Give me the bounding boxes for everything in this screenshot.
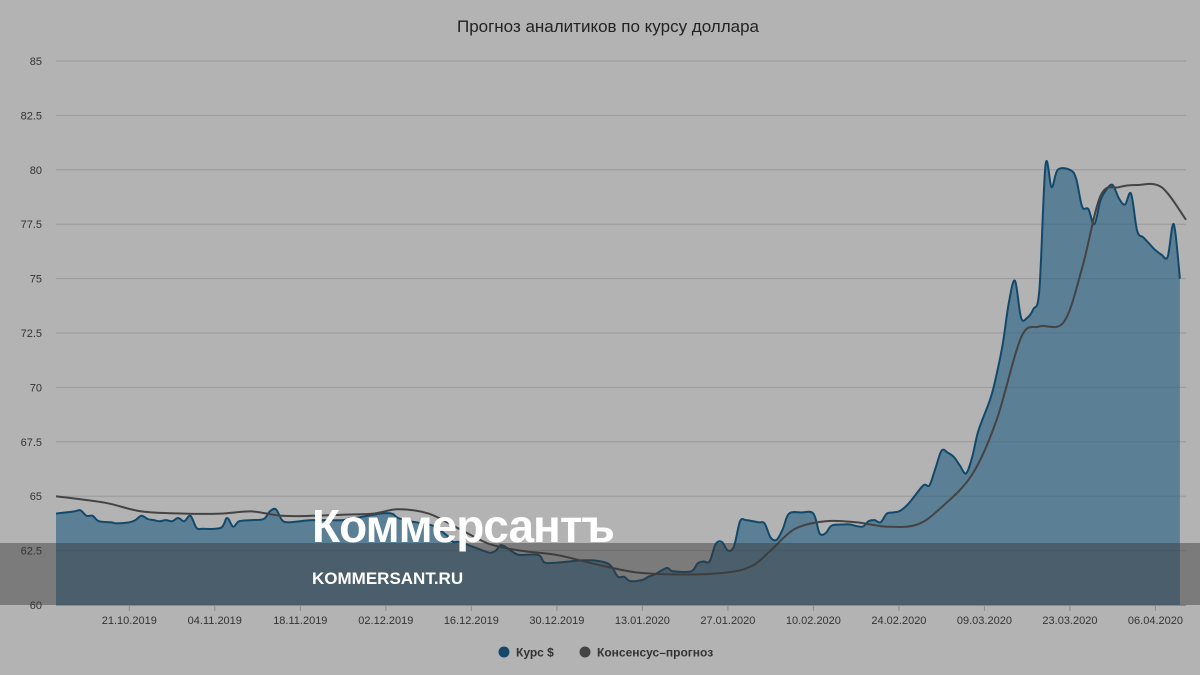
y-tick-label: 67.5 xyxy=(21,437,42,449)
legend-label: Курс $ xyxy=(516,646,554,660)
series-consensus-line xyxy=(55,182,1187,576)
watermark-url: KOMMERSANT.RU xyxy=(312,569,463,588)
chart-title: Прогноз аналитиков по курсу доллара xyxy=(457,17,760,36)
legend-marker xyxy=(498,646,510,658)
x-tick-label: 21.10.2019 xyxy=(102,615,157,627)
legend-marker xyxy=(579,646,591,658)
y-tick-label: 75 xyxy=(30,274,42,286)
watermark-band xyxy=(0,543,1200,605)
x-tick-label: 18.11.2019 xyxy=(273,615,327,627)
y-tick-label: 72.5 xyxy=(21,328,42,340)
y-tick-label: 65 xyxy=(30,491,42,503)
y-tick-label: 77.5 xyxy=(21,219,42,231)
series-area-layer xyxy=(55,160,1181,605)
legend-item-usd-rate[interactable]: Курс $ xyxy=(498,646,555,660)
x-tick-label: 02.12.2019 xyxy=(358,615,413,627)
y-axis: 60 62.5 65 67.5 70 72.5 75 77.5 80 82.5 85 xyxy=(21,56,42,612)
x-tick-label: 23.03.2020 xyxy=(1042,615,1097,627)
x-tick-label: 04.11.2019 xyxy=(188,615,242,627)
x-tick-label: 16.12.2019 xyxy=(444,615,499,627)
x-tick-label: 30.12.2019 xyxy=(529,615,584,627)
series-line-layer xyxy=(55,182,1187,576)
y-tick-label: 82.5 xyxy=(21,110,42,122)
series-usd-rate-line xyxy=(55,160,1181,583)
watermark: Коммерсантъ KOMMERSANT.RU xyxy=(0,500,1200,605)
series-usd-rate-area xyxy=(56,161,1180,605)
x-tick-label: 10.02.2020 xyxy=(786,615,841,627)
x-tick-label: 13.01.2020 xyxy=(615,615,670,627)
y-tick-label: 85 xyxy=(30,56,42,68)
y-tick-label: 80 xyxy=(30,165,42,177)
x-tick-label: 27.01.2020 xyxy=(700,615,755,627)
legend-label: Консенсус–прогноз xyxy=(597,646,713,660)
x-tick-label: 09.03.2020 xyxy=(957,615,1012,627)
x-tick-label: 06.04.2020 xyxy=(1128,615,1183,627)
legend: Курс $ Консенсус–прогноз xyxy=(498,646,714,660)
x-tick-label: 24.02.2020 xyxy=(871,615,926,627)
watermark-logo: Коммерсантъ xyxy=(312,500,614,552)
y-tick-label: 60 xyxy=(30,600,42,612)
legend-item-consensus[interactable]: Консенсус–прогноз xyxy=(579,646,714,660)
y-tick-label: 62.5 xyxy=(21,546,42,558)
x-axis: 21.10.2019 04.11.2019 18.11.2019 02.12.2019… xyxy=(56,605,1186,627)
y-tick-label: 70 xyxy=(30,382,42,394)
